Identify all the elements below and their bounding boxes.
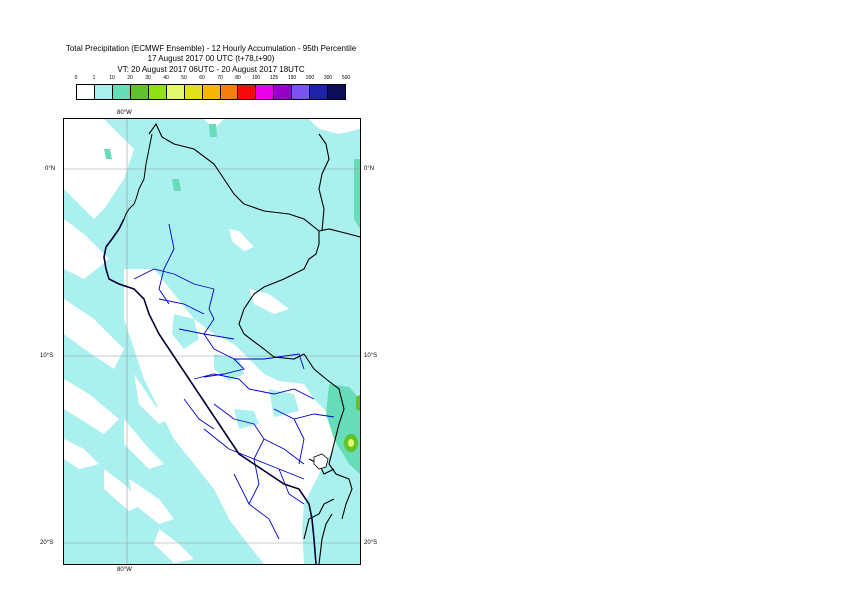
land-light-precip-pockets [172,289,299,429]
legend-tick-label: 0 [74,75,78,81]
precip-yellow-core [348,439,354,447]
legend-tick-label: 100 [251,75,261,81]
graticule [64,119,360,564]
legend-swatch-13 [310,85,329,99]
legend-swatch-4 [148,85,167,99]
legend-tick-label: 500 [341,75,351,81]
regional-borders [133,223,335,540]
legend-swatch-14 [328,85,346,99]
legend-tick-label: 20 [127,75,133,81]
legend-color-bar [76,84,346,100]
pacific-coastline [103,218,317,565]
legend-tick-label: 300 [323,75,333,81]
title-line-2: 17 August 2017 00 UTC (t+78,t+90) [147,54,275,63]
legend-swatch-1 [94,85,113,99]
legend-tick-label: 60 [199,75,205,81]
ecuador-coast [123,133,153,220]
legend-tick-label: 80 [235,75,241,81]
lat-label-10-right: 10°S [364,353,378,359]
lat-label-20-right: 20°S [364,540,378,546]
legend-tick-label: 125 [269,75,279,81]
legend-labels: 0 1 10 20 30 40 50 60 70 80 100 125 150 200 300 500 [70,75,360,85]
legend-swatch-10 [256,85,275,99]
legend-tick-label: 70 [217,75,223,81]
legend-tick-label: 30 [145,75,151,81]
lat-label-20-left: 20°S [40,540,54,546]
legend-swatch-2 [112,85,131,99]
legend-swatch-8 [220,85,239,99]
legend-tick-label: 10 [109,75,115,81]
legend-swatch-12 [292,85,311,99]
legend-tick-label: 150 [287,75,297,81]
lon-label-bottom: 80°W [117,567,132,573]
lon-label-top: 80°W [117,110,132,116]
legend-swatch-3 [130,85,149,99]
legend-tick-label: 50 [181,75,187,81]
dry-pockets-north [204,119,360,314]
legend-swatch-7 [202,85,221,99]
precipitation-map [63,118,361,565]
legend-tick-label: 1 [92,75,96,81]
legend-swatch-5 [166,85,185,99]
legend-swatch-11 [274,85,293,99]
lake-titicaca [313,453,329,470]
map-svg [64,119,361,565]
lat-label-0-left: 0°N [45,166,56,172]
dry-land-area [124,269,339,564]
lat-label-10-left: 10°S [40,353,54,359]
legend-swatch-6 [184,85,203,99]
title-line-3: VT: 20 August 2017 06UTC - 20 August 201… [117,65,305,74]
legend-swatch-9 [238,85,257,99]
legend-tick-label: 40 [163,75,169,81]
legend-tick-label: 200 [305,75,315,81]
legend-swatch-0 [77,85,95,99]
lat-label-0-right: 0°N [364,166,375,172]
precip-green-edge [356,395,360,411]
title-line-1: Total Precipitation (ECMWF Ensemble) - 1… [65,44,357,53]
